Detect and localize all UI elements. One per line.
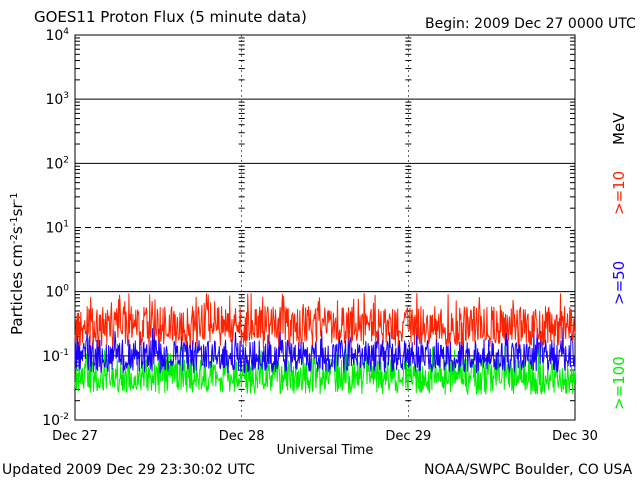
updated-label: Updated 2009 Dec 29 23:30:02 UTC: [2, 462, 255, 478]
y-tick-label: 102: [45, 155, 69, 172]
y-tick-label: 104: [45, 27, 69, 44]
y-tick-label: 10-2: [42, 412, 69, 429]
series-line-ge100: [74, 345, 576, 395]
x-tick-label: Dec 30: [552, 429, 598, 444]
credit-label: NOAA/SWPC Boulder, CO USA: [424, 462, 633, 478]
x-tick-label: Dec 28: [219, 429, 265, 444]
series-line-ge10: [74, 293, 576, 348]
y-tick-label: 10-1: [42, 348, 69, 365]
legend-entry-ge50: >=50: [610, 261, 628, 305]
y-tick-label: 100: [45, 284, 69, 301]
x-tick-label: Dec 27: [52, 429, 98, 444]
chart-title: GOES11 Proton Flux (5 minute data): [34, 8, 307, 26]
y-axis-label: Particles cm-2s-1sr-1: [8, 192, 26, 335]
legend-unit: MeV: [610, 112, 628, 145]
series-layer: [74, 293, 576, 395]
y-tick-label: 103: [45, 91, 69, 108]
x-axis-label: Universal Time: [277, 443, 374, 458]
legend-entry-ge10: >=10: [610, 171, 628, 215]
y-tick-labels: 10-2 10-1 100 101 102 103 104: [42, 27, 69, 429]
x-tick-labels: Dec 27 Dec 28 Dec 29 Dec 30: [52, 429, 598, 444]
x-tick-label: Dec 29: [385, 429, 431, 444]
series-line-ge50: [74, 326, 576, 374]
begin-label: Begin: 2009 Dec 27 0000 UTC: [425, 16, 636, 32]
legend-entry-ge100: >=100: [610, 356, 628, 410]
y-tick-label: 101: [45, 220, 69, 237]
y-axis-label-main: Particles cm: [8, 244, 26, 335]
